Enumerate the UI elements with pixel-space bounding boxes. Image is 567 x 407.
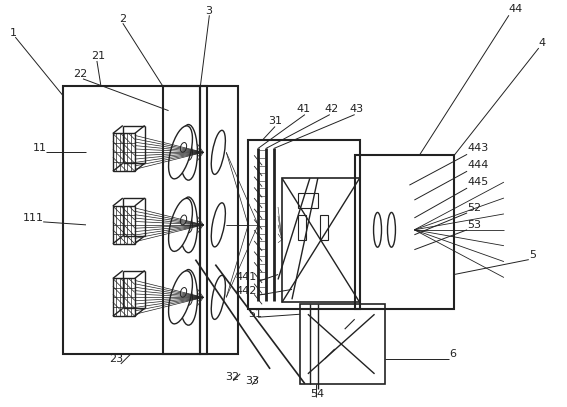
Bar bbox=[298, 215, 306, 240]
Text: 445: 445 bbox=[467, 177, 488, 187]
Ellipse shape bbox=[211, 203, 225, 247]
Text: 31: 31 bbox=[268, 116, 282, 126]
Text: 111: 111 bbox=[23, 213, 44, 223]
Text: 33: 33 bbox=[245, 376, 259, 386]
Text: 3: 3 bbox=[205, 7, 213, 16]
Text: 41: 41 bbox=[297, 104, 311, 114]
Text: 23: 23 bbox=[109, 354, 123, 364]
Bar bbox=[300, 304, 384, 384]
Ellipse shape bbox=[180, 287, 187, 297]
Bar bbox=[282, 178, 359, 302]
Bar bbox=[298, 193, 318, 208]
Bar bbox=[200, 86, 238, 354]
Text: 42: 42 bbox=[325, 104, 339, 114]
Ellipse shape bbox=[387, 212, 395, 247]
Text: 6: 6 bbox=[449, 349, 456, 359]
Bar bbox=[63, 86, 208, 354]
Ellipse shape bbox=[211, 275, 225, 319]
Text: 21: 21 bbox=[91, 51, 105, 61]
Ellipse shape bbox=[168, 198, 192, 252]
Ellipse shape bbox=[180, 215, 187, 225]
Ellipse shape bbox=[184, 289, 192, 305]
Ellipse shape bbox=[168, 271, 192, 324]
Text: 443: 443 bbox=[467, 143, 488, 153]
Ellipse shape bbox=[180, 269, 197, 325]
Ellipse shape bbox=[180, 125, 197, 180]
Bar bbox=[163, 86, 200, 354]
Text: 44: 44 bbox=[509, 4, 523, 14]
Text: 442: 442 bbox=[235, 287, 257, 296]
Ellipse shape bbox=[180, 142, 187, 152]
Bar bbox=[248, 140, 359, 309]
Ellipse shape bbox=[168, 126, 192, 179]
Text: 5: 5 bbox=[529, 249, 536, 260]
Text: 52: 52 bbox=[467, 203, 481, 213]
Text: 43: 43 bbox=[350, 104, 364, 114]
Bar bbox=[354, 155, 454, 309]
Text: 22: 22 bbox=[73, 69, 87, 79]
Text: 441: 441 bbox=[235, 273, 256, 282]
Text: 32: 32 bbox=[225, 372, 239, 382]
Ellipse shape bbox=[184, 217, 192, 233]
Ellipse shape bbox=[180, 197, 197, 253]
Text: 444: 444 bbox=[467, 160, 489, 170]
Text: 1: 1 bbox=[9, 28, 16, 38]
Ellipse shape bbox=[184, 144, 192, 160]
Text: 2: 2 bbox=[119, 14, 126, 24]
Text: 51: 51 bbox=[248, 309, 262, 319]
Text: 53: 53 bbox=[467, 220, 481, 230]
Bar bbox=[320, 215, 328, 240]
Text: 11: 11 bbox=[33, 143, 47, 153]
Text: 54: 54 bbox=[310, 389, 324, 399]
Ellipse shape bbox=[211, 130, 225, 174]
Text: 4: 4 bbox=[539, 38, 546, 48]
Ellipse shape bbox=[374, 212, 382, 247]
